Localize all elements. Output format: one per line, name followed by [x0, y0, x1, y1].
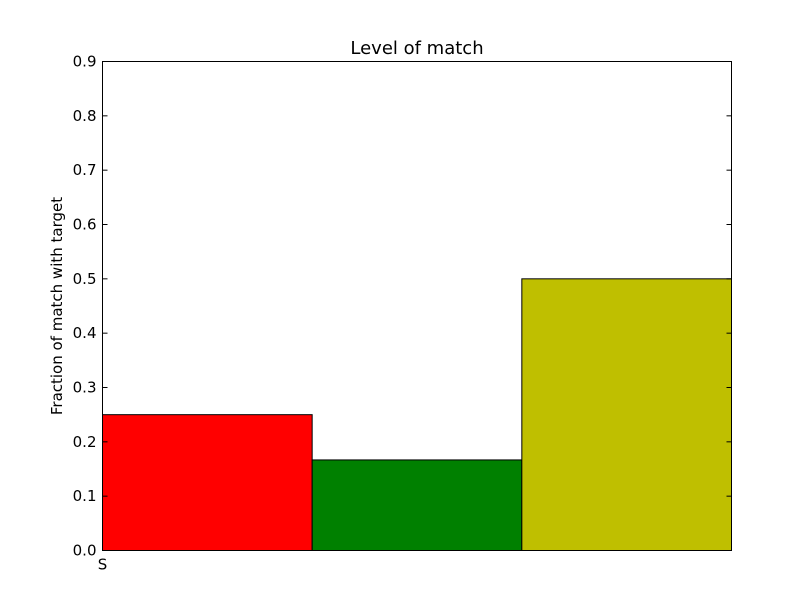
bar-2: [311, 459, 523, 551]
ticks-group: 0.0 0.1 0.2 0.3 0.4 0.5 0.6 0.7 0.8 0.9 S: [73, 53, 732, 574]
y-tick-label: 0.0: [73, 542, 97, 560]
y-tick-label: 0.8: [73, 107, 97, 125]
plot-frame: [102, 61, 732, 551]
y-tick-label: 0.3: [73, 379, 97, 397]
y-tick-label: 0.9: [73, 53, 97, 71]
y-tick-label: 0.6: [73, 216, 97, 234]
y-tick-label: 0.5: [73, 270, 97, 288]
y-tick-label: 0.1: [73, 487, 97, 505]
bar-1: [102, 414, 313, 551]
chart-title: Level of match: [350, 38, 483, 59]
y-axis-label: Fraction of match with target: [48, 197, 66, 415]
x-tick-label: S: [98, 556, 108, 574]
bar-3: [521, 278, 732, 551]
y-tick-label: 0.2: [73, 433, 97, 451]
y-tick-label: 0.7: [73, 161, 97, 179]
bars-group: [102, 278, 732, 551]
y-tick-label: 0.4: [73, 324, 97, 342]
